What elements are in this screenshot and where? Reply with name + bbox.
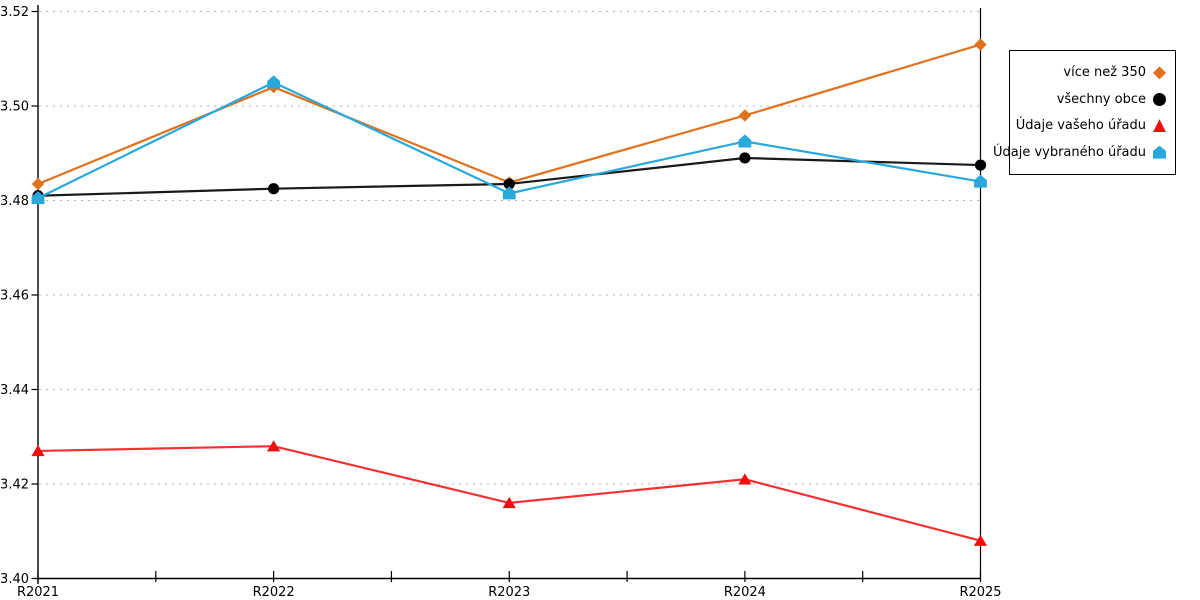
data-point-marker [739, 152, 751, 164]
legend-box: více než 350 všechny obce Údaje vašeho úřa… [993, 50, 1176, 175]
legend-item: Údaje vašeho úřadu [1015, 118, 1166, 134]
data-point-marker [267, 75, 281, 89]
series-line [37, 43, 981, 185]
x-axis-label: R2023 [488, 585, 530, 600]
data-point-marker [974, 38, 987, 51]
circle-marker-icon [1153, 92, 1166, 106]
y-axis-label: 3.42 [0, 478, 29, 493]
data-point-marker [502, 186, 516, 200]
y-axis-label: 3.46 [0, 289, 29, 304]
legend-item-label: všechny obce [1056, 91, 1146, 107]
y-axis-label: 3.44 [0, 383, 29, 398]
data-point-marker [974, 159, 987, 171]
y-axis-label: 3.50 [0, 100, 29, 115]
x-axis-label: R2021 [17, 585, 59, 600]
legend-item: více než 350 [1019, 65, 1166, 80]
legend-item: Údaje vybraného úřadu [993, 145, 1166, 160]
x-axis-label: R2025 [959, 585, 1001, 600]
data-point-marker [31, 191, 45, 205]
data-point-marker [738, 134, 752, 148]
diamond-marker-icon [1153, 66, 1166, 80]
legend-item-label: Údaje vašeho úřadu [1015, 118, 1146, 134]
y-axis-label: 3.40 [0, 572, 29, 587]
data-point-marker [503, 178, 515, 190]
series-line [37, 445, 981, 542]
triangle-marker-icon [1153, 119, 1166, 133]
y-axis-label: 3.52 [0, 5, 29, 20]
x-axis-label: R2024 [724, 585, 766, 600]
legend-item-label: Údaje vybraného úřadu [992, 144, 1146, 160]
data-point-marker [738, 473, 752, 485]
data-point-marker [502, 496, 516, 509]
x-axis-label: R2022 [253, 585, 295, 600]
data-point-marker [31, 177, 45, 191]
data-point-marker [268, 183, 280, 195]
data-point-marker [738, 109, 752, 122]
pentagon-marker-icon [1153, 145, 1166, 159]
data-point-marker [31, 444, 45, 457]
legend-item: všechny obce [1019, 92, 1166, 107]
data-point-marker [974, 174, 987, 188]
data-point-marker [973, 534, 988, 546]
data-point-marker [267, 440, 281, 452]
y-axis-label: 3.48 [0, 194, 29, 209]
legend-item-label: více než 350 [1063, 65, 1146, 81]
